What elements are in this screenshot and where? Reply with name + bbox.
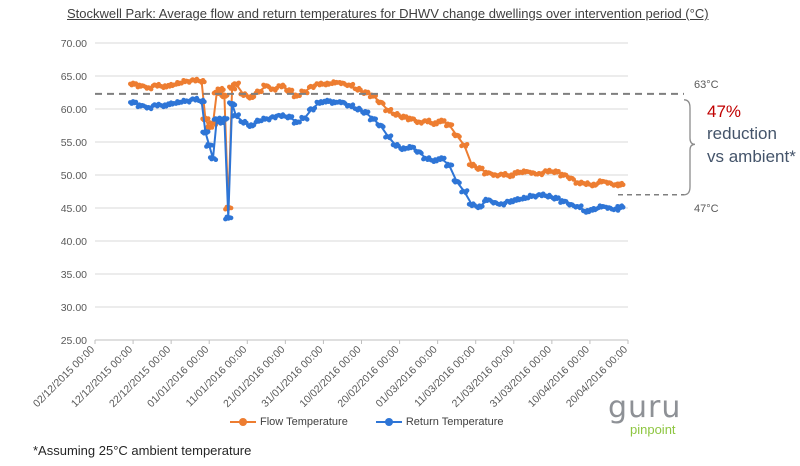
flow-data-point (202, 79, 207, 85)
return-data-point (209, 143, 215, 148)
flow-data-point (620, 182, 626, 188)
footnote: *Assuming 25°C ambient temperature (33, 443, 252, 458)
y-tick-label: 55.00 (61, 137, 87, 149)
return-data-point (148, 106, 154, 112)
return-data-point (388, 133, 394, 138)
flow-data-point (209, 125, 215, 130)
flow-data-point (464, 142, 470, 147)
return-data-point (381, 124, 386, 129)
return-data-point (464, 188, 470, 193)
flow-data-point (556, 169, 561, 174)
return-data-point (350, 102, 356, 107)
flow-data-point (388, 107, 394, 112)
annotation-layer (95, 92, 696, 196)
legend-item-return: Return Temperature (375, 416, 504, 428)
return-data-point (236, 112, 241, 117)
y-tick-label: 70.00 (61, 38, 87, 50)
y-tick-label: 60.00 (61, 104, 87, 116)
return-series (128, 95, 626, 222)
chart-legend: Flow Temperature Return Temperature (230, 416, 503, 428)
return-data-point (442, 155, 447, 161)
return-data-point (289, 114, 295, 119)
return-data-point (297, 119, 302, 125)
chart-title: Stockwell Park: Average flow and return … (67, 6, 709, 21)
return-data-point (365, 109, 371, 115)
return-data-point (224, 116, 230, 121)
y-tick-label: 65.00 (61, 71, 87, 83)
y-tick-label: 35.00 (61, 269, 87, 281)
flow-data-point (457, 134, 462, 139)
return-data-point (202, 99, 207, 104)
flow-data-point (442, 118, 447, 123)
flow-data-point (289, 87, 295, 93)
gridlines (95, 42, 628, 341)
legend-label-flow: Flow Temperature (260, 416, 348, 428)
series-layer (128, 76, 626, 222)
logo-wordmark: guru (608, 390, 682, 425)
return-data-point (480, 204, 485, 209)
flow-data-point (148, 86, 154, 92)
flow-data-point (449, 122, 455, 128)
flow-data-point (510, 174, 516, 179)
return-data-point (411, 145, 417, 150)
return-data-point (312, 105, 318, 111)
return-data-point (133, 99, 139, 105)
flow-data-point (480, 165, 485, 171)
flow-data-point (251, 94, 257, 99)
flow-data-point (236, 80, 241, 86)
flow-data-point (571, 177, 576, 182)
y-axis-ticks: 25.00 30.00 35.00 40.00 45.00 50.00 55.00 60.00… (61, 38, 87, 347)
logo-subtitle: pinpoint (630, 422, 676, 437)
flow-data-point (381, 101, 386, 106)
return-data-point (213, 157, 219, 162)
return-data-point (304, 117, 310, 122)
return-swatch-icon (375, 417, 402, 427)
reduction-bracket (683, 99, 696, 196)
legend-item-flow: Flow Temperature (230, 416, 348, 428)
y-tick-label: 45.00 (61, 203, 87, 215)
upper-temp-label: 63°C (694, 79, 719, 91)
flow-data-point (282, 84, 287, 89)
flow-data-point (259, 89, 264, 95)
flow-series (128, 76, 626, 212)
reduction-caption: reduction vs ambient* (707, 124, 796, 166)
lower-temp-label: 47°C (694, 203, 719, 215)
guru-pinpoint-logo: guru pinpoint (608, 390, 688, 440)
return-data-point (228, 215, 234, 221)
flow-data-point (232, 86, 238, 92)
y-tick-label: 40.00 (61, 236, 87, 248)
y-tick-label: 25.00 (61, 335, 87, 347)
flow-data-point (228, 205, 234, 211)
flow-data-point (205, 116, 211, 121)
y-tick-label: 50.00 (61, 170, 87, 182)
flow-data-point (304, 90, 310, 96)
flow-data-point (350, 81, 356, 87)
return-data-point (373, 116, 379, 122)
return-data-point (457, 180, 462, 186)
return-data-point (579, 203, 584, 208)
flow-swatch-icon (230, 417, 256, 427)
flow-data-point (221, 87, 226, 93)
reduction-percentage: 47% (707, 102, 742, 121)
return-data-point (620, 205, 626, 210)
y-tick-label: 30.00 (61, 302, 87, 314)
return-data-point (205, 129, 211, 134)
flow-data-point (365, 89, 371, 95)
return-data-point (449, 162, 455, 168)
return-data-point (556, 195, 561, 200)
legend-label-return: Return Temperature (405, 416, 504, 428)
return-data-point (419, 150, 424, 156)
return-data-point (232, 102, 238, 108)
